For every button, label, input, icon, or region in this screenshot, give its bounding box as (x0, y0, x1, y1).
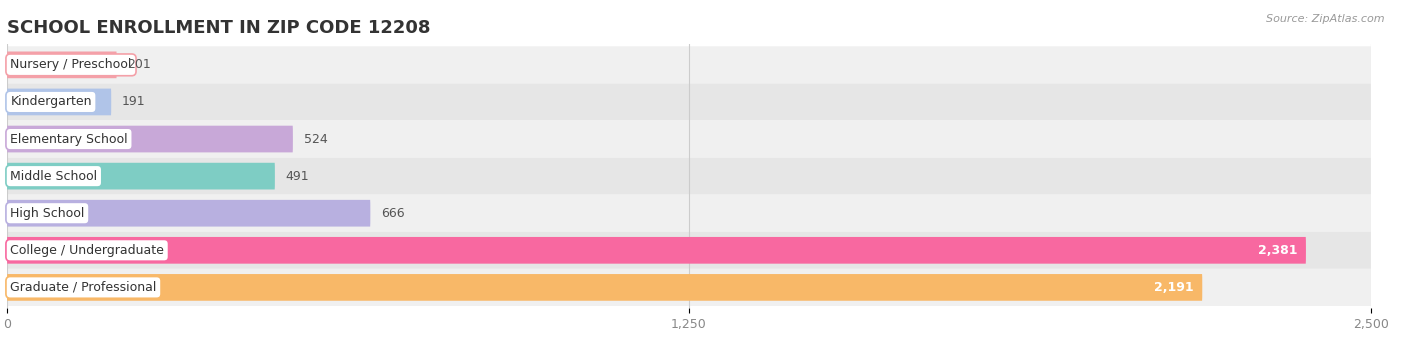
Text: SCHOOL ENROLLMENT IN ZIP CODE 12208: SCHOOL ENROLLMENT IN ZIP CODE 12208 (7, 19, 430, 37)
FancyBboxPatch shape (7, 195, 1371, 232)
Text: 524: 524 (304, 133, 328, 146)
FancyBboxPatch shape (7, 83, 1371, 120)
Text: 666: 666 (381, 207, 405, 220)
Text: 201: 201 (128, 58, 152, 71)
Text: Elementary School: Elementary School (10, 133, 128, 146)
FancyBboxPatch shape (7, 120, 1371, 158)
FancyBboxPatch shape (7, 126, 292, 153)
FancyBboxPatch shape (7, 52, 117, 78)
Text: Nursery / Preschool: Nursery / Preschool (10, 58, 132, 71)
Text: 2,381: 2,381 (1258, 244, 1298, 257)
FancyBboxPatch shape (7, 269, 1371, 306)
Text: Source: ZipAtlas.com: Source: ZipAtlas.com (1267, 14, 1385, 24)
Text: 2,191: 2,191 (1154, 281, 1194, 294)
FancyBboxPatch shape (7, 158, 1371, 195)
FancyBboxPatch shape (7, 237, 1306, 264)
FancyBboxPatch shape (7, 200, 370, 226)
Text: High School: High School (10, 207, 84, 220)
Text: Graduate / Professional: Graduate / Professional (10, 281, 156, 294)
FancyBboxPatch shape (7, 163, 276, 189)
Text: Kindergarten: Kindergarten (10, 95, 91, 108)
Text: 191: 191 (122, 95, 146, 108)
Text: 491: 491 (285, 170, 309, 183)
FancyBboxPatch shape (7, 274, 1202, 301)
FancyBboxPatch shape (7, 89, 111, 115)
Text: College / Undergraduate: College / Undergraduate (10, 244, 165, 257)
FancyBboxPatch shape (7, 232, 1371, 269)
FancyBboxPatch shape (7, 46, 1371, 83)
Text: Middle School: Middle School (10, 170, 97, 183)
